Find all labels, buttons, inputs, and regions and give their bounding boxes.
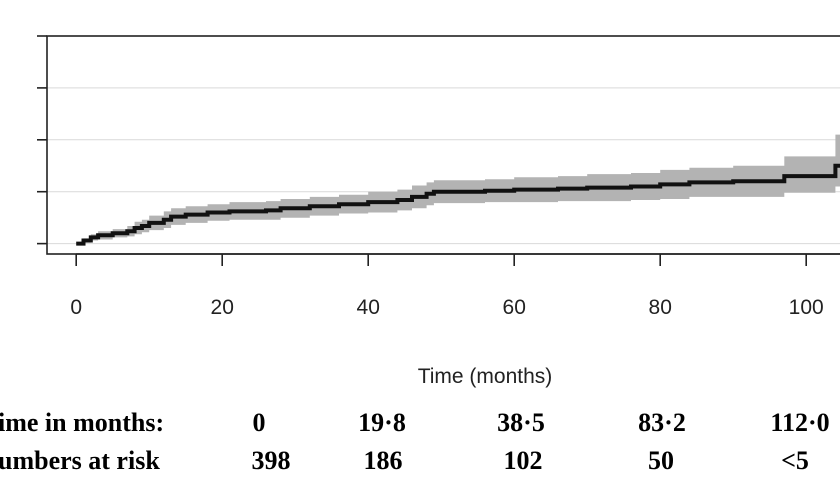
risk-table-time-cell: 0 [252, 408, 266, 437]
risk-table-time-cell: 38·5 [497, 408, 545, 437]
risk-table-number-cell: 50 [648, 446, 674, 475]
risk-table-time-row: ime in months: 0 19·8 38·5 83·2 112·0 [0, 408, 840, 444]
risk-table-time-label: ime in months: [0, 408, 165, 437]
x-tick-label: 100 [789, 296, 824, 319]
risk-table-number-cell: 398 [251, 446, 291, 475]
risk-table-time-cell: 19·8 [358, 408, 406, 437]
cumulative-incidence-line [76, 163, 840, 246]
x-axis: 0 20 40 60 80 100 [70, 253, 840, 319]
x-tick-label: 0 [70, 296, 82, 319]
x-tick-label: 20 [211, 296, 234, 319]
risk-table-number-cell: 102 [503, 446, 543, 475]
risk-table-time-cell: 83·2 [638, 408, 686, 437]
risk-table-time-cell: 112·0 [770, 408, 830, 437]
risk-table-number-cell: 186 [363, 446, 403, 475]
x-tick-label: 60 [503, 296, 526, 319]
risk-table-number-cell: <5 [781, 446, 809, 475]
x-tick-label: 80 [649, 296, 672, 319]
km-chart: 0 20 40 60 80 100 Time (months) [37, 35, 840, 388]
confidence-band [76, 134, 840, 244]
y-axis [37, 35, 47, 245]
x-axis-title: Time (months) [418, 365, 553, 388]
risk-table-number-row: umbers at risk 398 186 102 50 <5 [0, 446, 840, 482]
x-tick-label: 40 [357, 296, 380, 319]
risk-table-number-label: umbers at risk [0, 446, 160, 475]
